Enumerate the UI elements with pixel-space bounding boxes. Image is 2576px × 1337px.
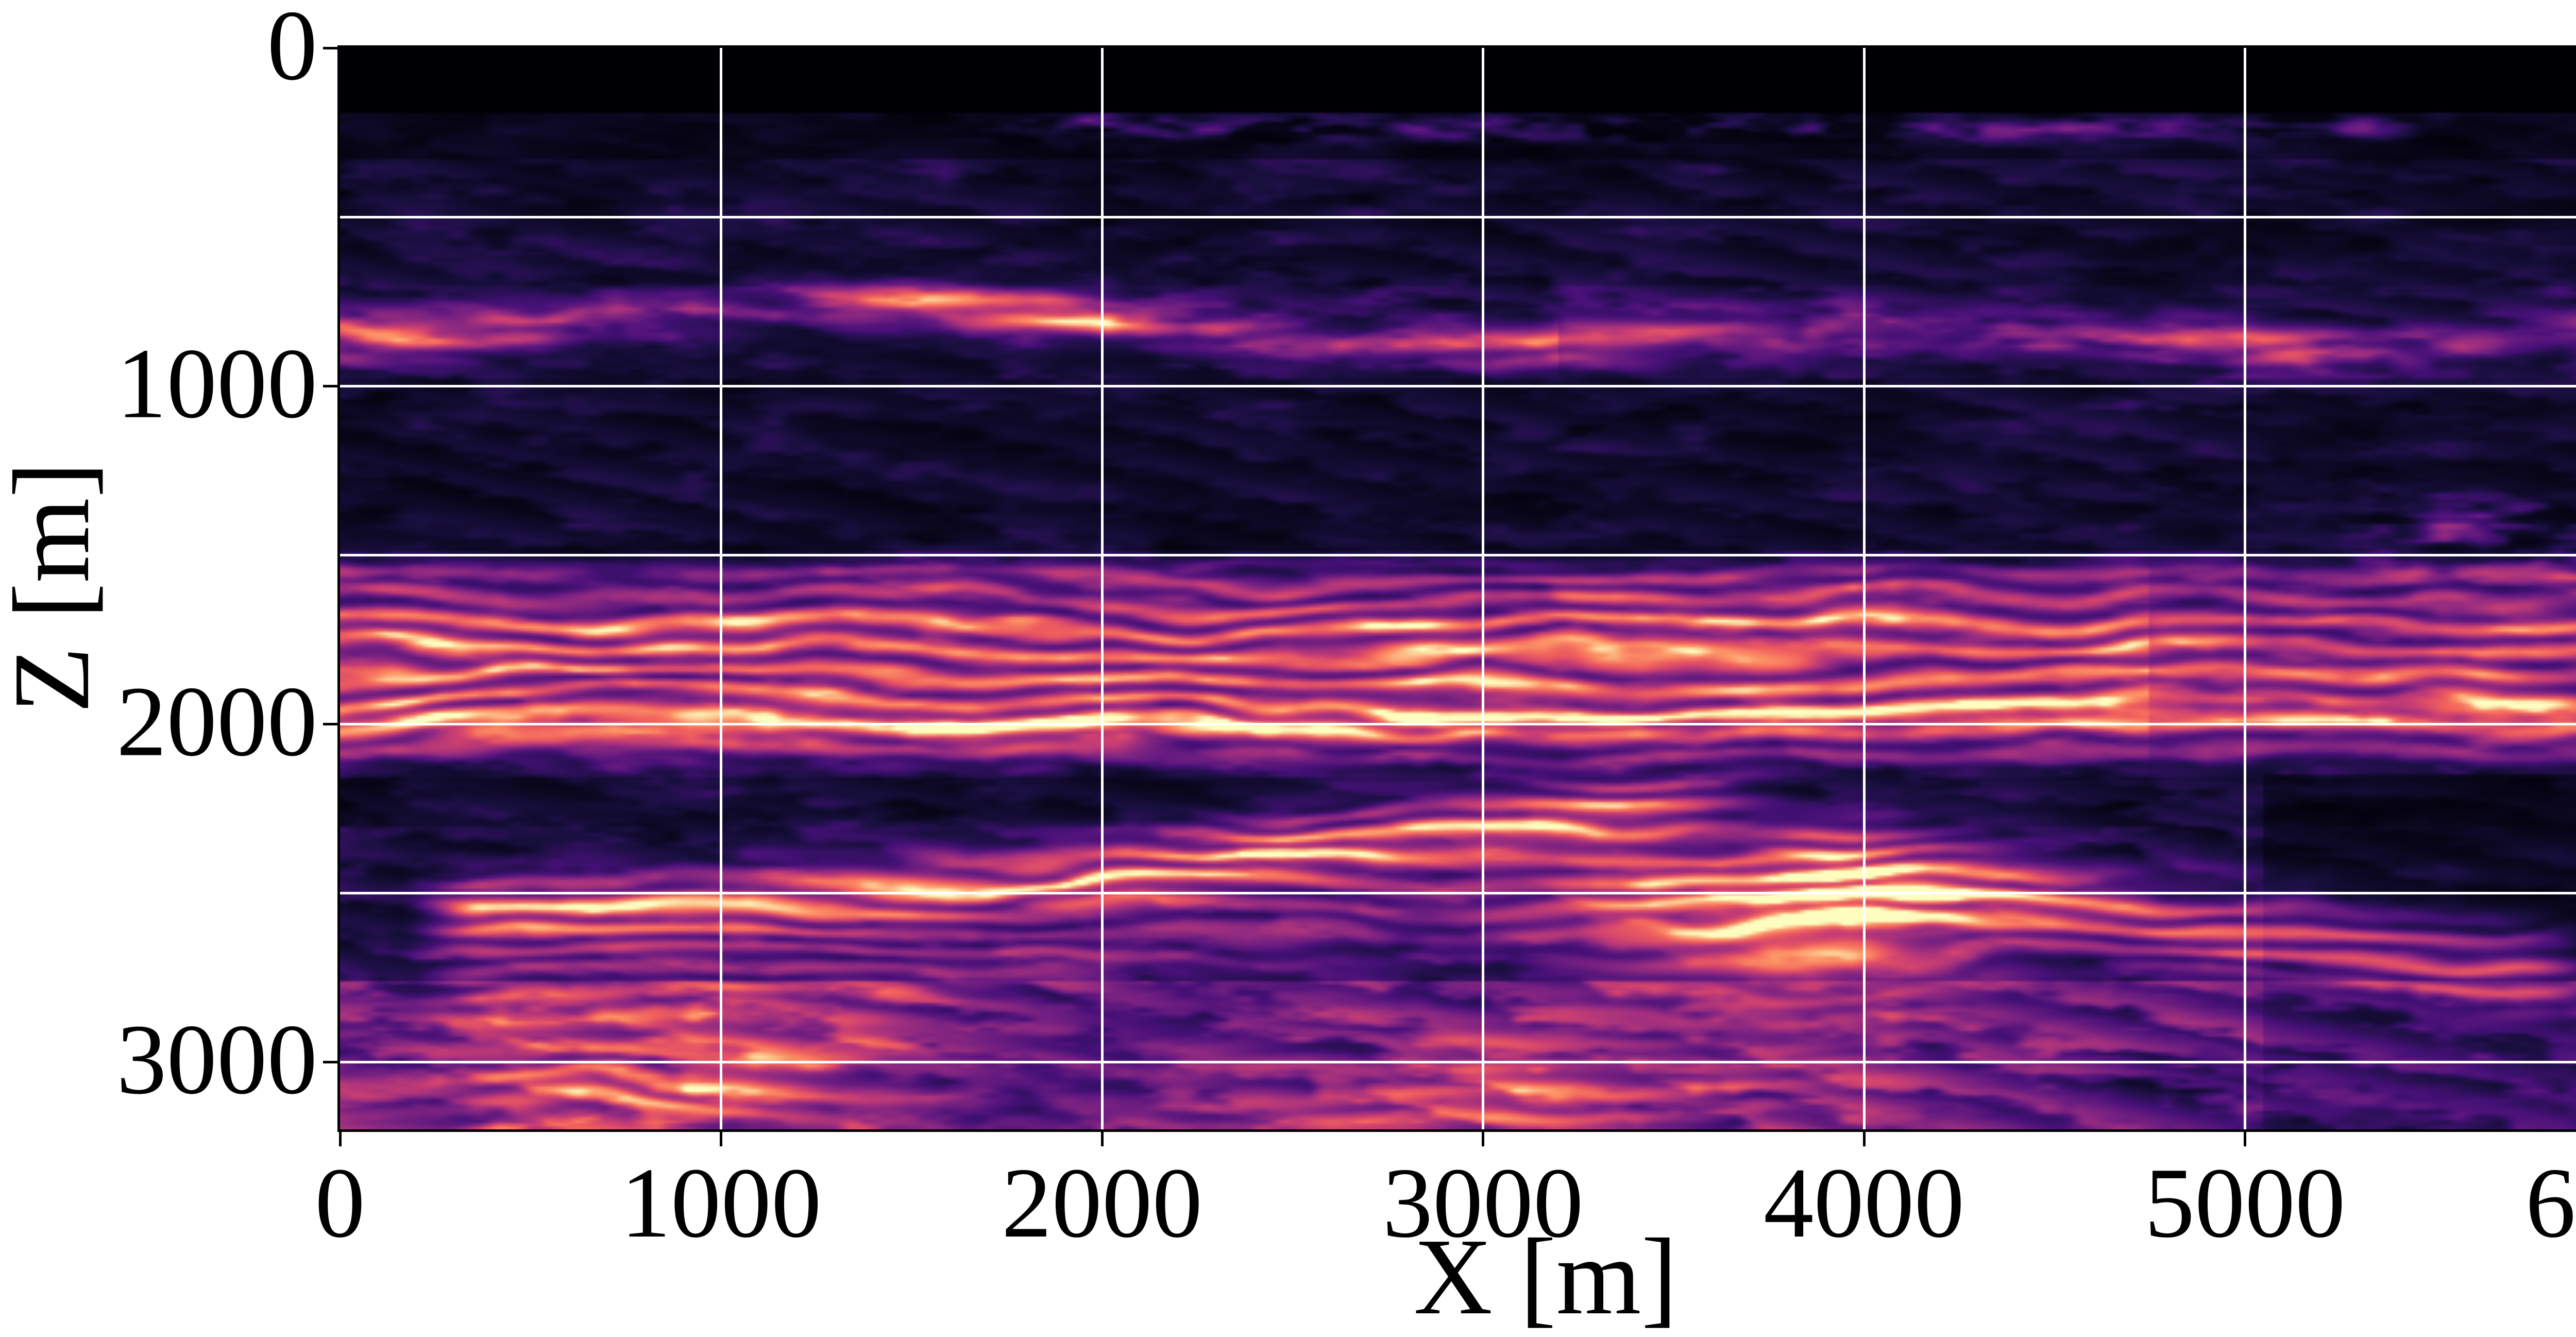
x-axis-label: X [m] [1413,1216,1678,1337]
x-tick-mark [1862,1132,1866,1146]
y-tick-label: 1000 [116,328,317,439]
seismic-heatmap-image [340,48,2576,1129]
x-tick-label: 3000 [1382,1147,1584,1259]
plot-area [337,45,2576,1132]
x-tick-label: 0 [315,1147,365,1259]
x-tick-label: 1000 [620,1147,822,1259]
x-tick-mark [720,1132,723,1146]
x-tick-label: 6000 [2525,1147,2576,1259]
x-tick-label: 4000 [1763,1147,1964,1259]
y-tick-mark [323,47,337,49]
y-tick-mark [323,384,337,387]
x-tick-label: 5000 [2144,1147,2346,1259]
y-tick-label: 2000 [116,666,317,777]
x-tick-mark [1100,1132,1104,1146]
x-tick-mark [1482,1132,1485,1146]
x-tick-mark [339,1132,342,1146]
y-tick-label: 0 [267,0,318,101]
y-tick-mark [323,1060,337,1063]
x-tick-mark [2244,1132,2247,1146]
x-tick-label: 2000 [1001,1147,1202,1259]
y-tick-label: 3000 [116,1004,317,1115]
y-tick-mark [323,722,337,725]
